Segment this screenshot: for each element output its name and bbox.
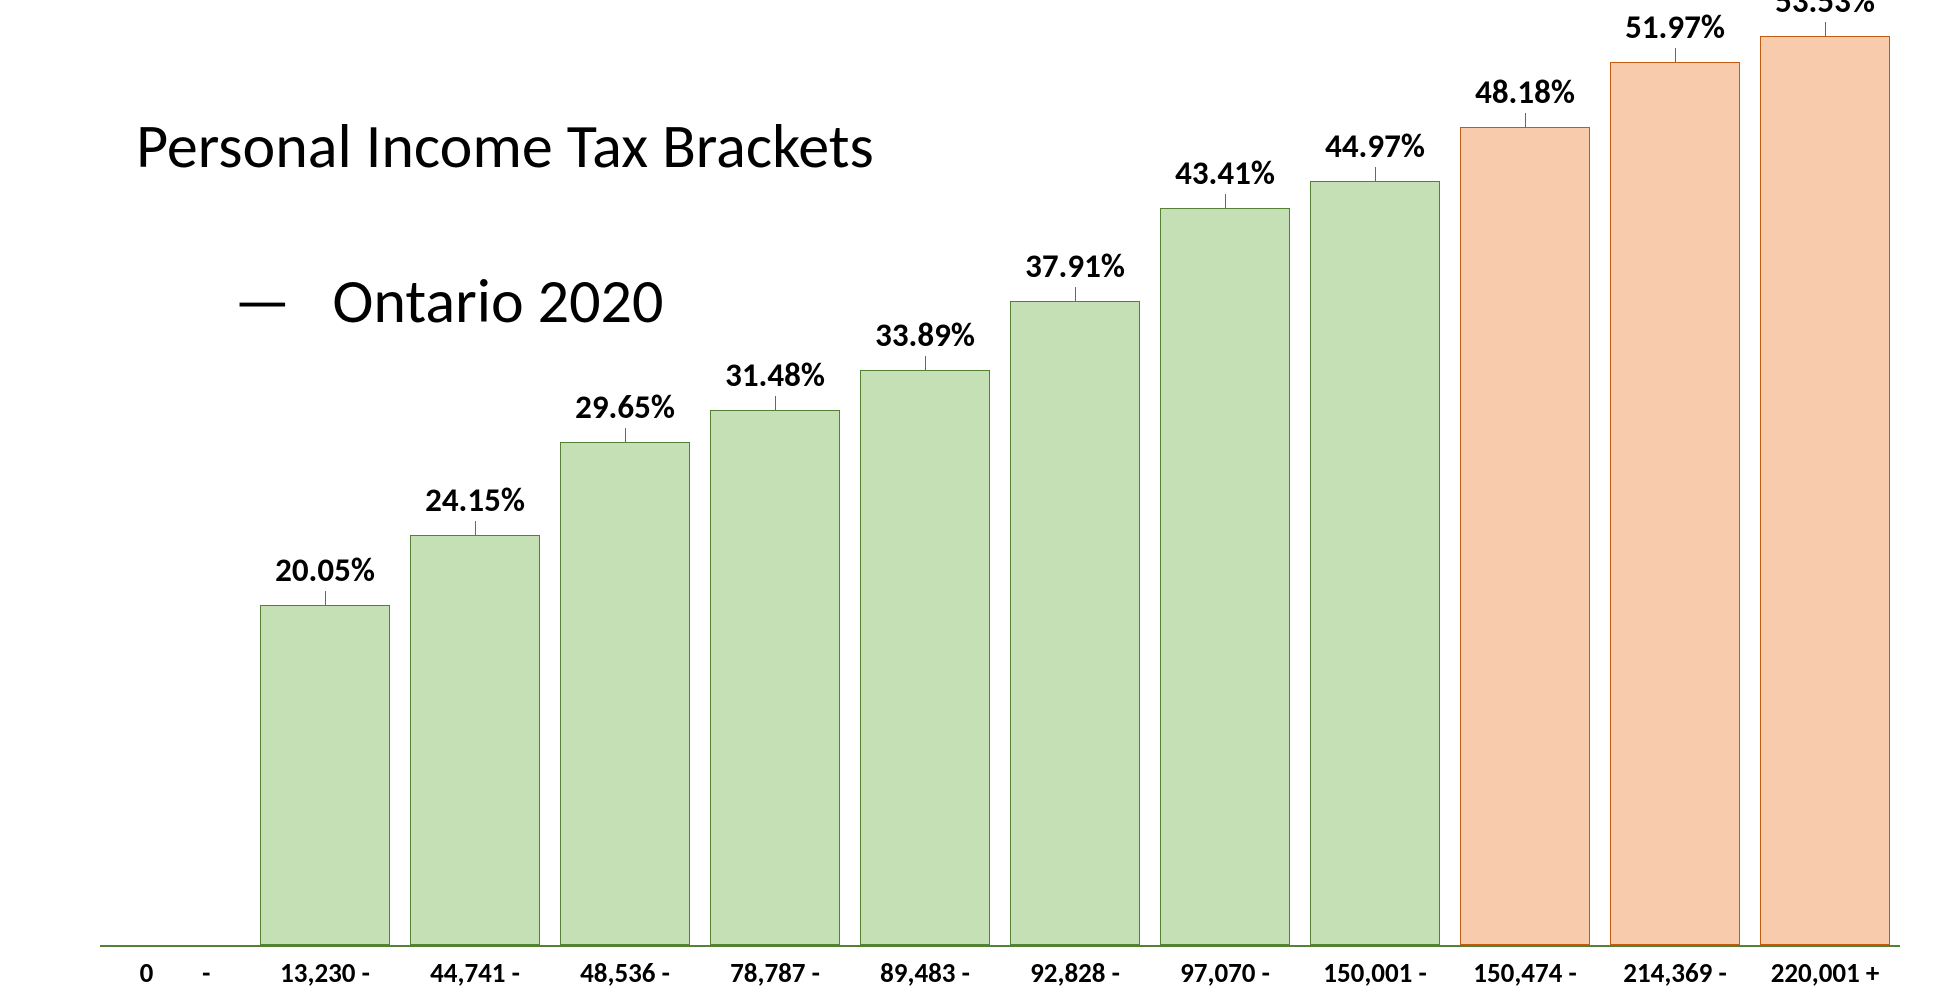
bar-value-label: 31.48%: [675, 355, 875, 395]
bar: [860, 370, 990, 945]
x-axis-label: 92,828 -97,069: [1000, 957, 1150, 992]
bar: [410, 535, 540, 945]
bar-value-label: 33.89%: [825, 315, 1025, 355]
x-axis-label-line1: 92,828 -: [1000, 957, 1150, 991]
chart-title-line2: — Ontario 2020: [136, 263, 663, 339]
chart-title-line1: Personal Income Tax Brackets: [136, 108, 874, 184]
bar-value-label: 24.15%: [375, 480, 575, 520]
bar: [560, 442, 690, 945]
bar: [1760, 36, 1890, 945]
x-axis-label-line1: 214,369 -: [1600, 957, 1750, 991]
chart-canvas: Personal Income Tax Brackets — Ontario 2…: [0, 0, 1941, 992]
bar: [1610, 62, 1740, 945]
chart-baseline: [100, 945, 1900, 947]
x-axis-label-line1: 13,230 -: [250, 957, 400, 991]
x-axis-label-line1: 89,483 -: [850, 957, 1000, 991]
value-tick: [1525, 113, 1526, 127]
bar-value-label: 44.97%: [1275, 126, 1475, 166]
value-tick: [475, 521, 476, 535]
x-axis-label-line1: 48,536 -: [550, 957, 700, 991]
value-tick: [775, 396, 776, 410]
bar: [710, 410, 840, 945]
x-axis-label: 78,787 -89,482: [700, 957, 850, 992]
bar: [1460, 127, 1590, 945]
value-tick: [1075, 287, 1076, 301]
value-tick: [1375, 167, 1376, 181]
x-axis-label: 220,001 +: [1750, 957, 1900, 991]
bar: [260, 605, 390, 945]
bar-value-label: 20.05%: [225, 550, 425, 590]
x-axis-label: 13,230 -44,740: [250, 957, 400, 992]
bar-value-label: 37.91%: [975, 246, 1175, 286]
x-axis-label: 89,483 -92,827: [850, 957, 1000, 992]
value-tick: [1675, 48, 1676, 62]
bar-value-label: 53.53%: [1725, 0, 1925, 21]
value-tick: [625, 428, 626, 442]
x-axis-label-line1: 220,001 +: [1750, 957, 1900, 991]
x-axis-label: 48,536 -78,786: [550, 957, 700, 992]
value-tick: [925, 356, 926, 370]
value-tick: [325, 591, 326, 605]
x-axis-label-line1: 97,070 -: [1150, 957, 1300, 991]
x-axis-label-line1: 0 -: [100, 957, 250, 991]
x-axis-label-line1: 78,787 -: [700, 957, 850, 991]
bar: [1010, 301, 1140, 945]
x-axis-label: 0 -13,229: [100, 957, 250, 992]
value-tick: [1825, 22, 1826, 36]
x-axis-label: 97,070 -150,000: [1150, 957, 1300, 992]
x-axis-label-line1: 150,001 -: [1300, 957, 1450, 991]
bar: [1310, 181, 1440, 945]
x-axis-label: 150,474 -214,368: [1450, 957, 1600, 992]
x-axis-label-line1: 150,474 -: [1450, 957, 1600, 991]
x-axis-label: 150,001 -150,473: [1300, 957, 1450, 992]
x-axis-label: 214,369 -220,000: [1600, 957, 1750, 992]
bar-value-label: 48.18%: [1425, 72, 1625, 112]
bar: [1160, 208, 1290, 945]
value-tick: [1225, 194, 1226, 208]
x-axis-label-line1: 44,741 -: [400, 957, 550, 991]
x-axis-label: 44,741 -48,535: [400, 957, 550, 992]
